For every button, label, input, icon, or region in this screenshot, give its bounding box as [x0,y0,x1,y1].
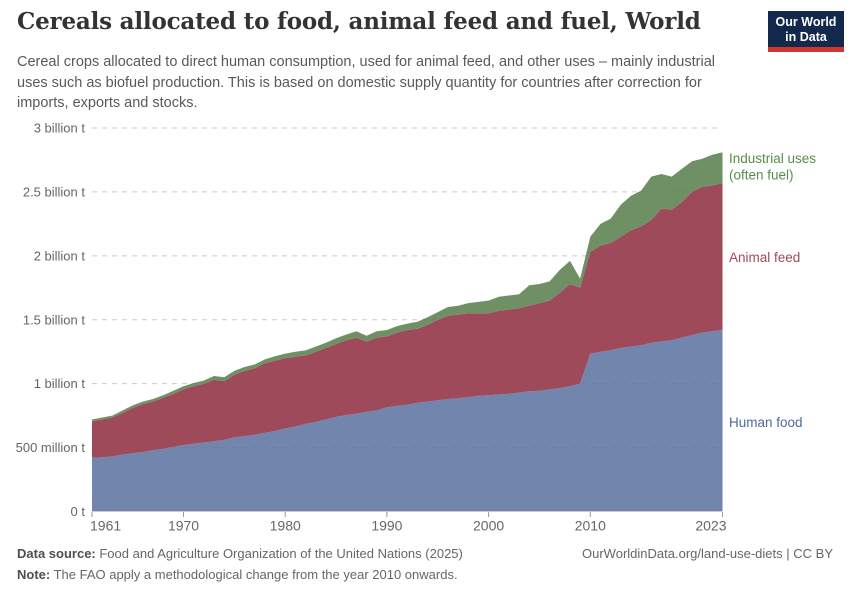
series-label-line: Human food [729,415,803,430]
series-label-industrial-uses-often-fuel: Industrial uses (often fuel) [729,151,816,183]
x-tick-label: 1961 [90,518,121,534]
x-tick-label: 1980 [270,518,301,534]
note-line: Note: The FAO apply a methodological cha… [17,567,717,582]
data-source-line: Data source: Food and Agriculture Organi… [17,546,617,561]
note-label: Note: [17,567,51,582]
owid-url-link[interactable]: OurWorldinData.org/land-use-diets [582,546,783,561]
series-label-line: Industrial uses [729,151,816,166]
owid-logo-line1: Our World [775,15,837,29]
x-tick-label: 2023 [695,518,726,534]
owid-logo[interactable]: Our World in Data [768,11,844,52]
x-tick-label: 1990 [371,518,402,534]
license-badge: CC BY [793,546,833,561]
x-tick-label: 1970 [168,518,199,534]
license-separator: | [782,546,794,561]
y-tick-label: 2 billion t [34,248,86,263]
footer-credit: OurWorldinData.org/land-use-diets | CC B… [582,546,833,561]
owid-logo-text: Our World in Data [768,15,844,45]
x-tick-label: 2000 [473,518,504,534]
series-label-human-food: Human food [729,415,803,430]
area-human-food[interactable] [92,330,723,512]
area-animal-feed[interactable] [92,183,723,458]
area-industrial-uses-often-fuel[interactable] [92,152,723,422]
chart-subtitle: Cereal crops allocated to direct human c… [17,54,715,112]
y-tick-label: 1.5 billion t [23,312,86,327]
y-tick-label: 1 billion t [34,376,86,391]
y-tick-label: 0 t [71,504,86,519]
series-label-animal-feed: Animal feed [729,250,800,265]
y-tick-label: 500 million t [16,440,86,455]
page-title: Cereals allocated to food, animal feed a… [17,8,701,35]
data-source-label: Data source: [17,546,96,561]
x-tick-label: 2010 [575,518,606,534]
y-tick-label: 3 billion t [34,121,86,136]
series-label-line: (often fuel) [729,168,794,183]
owid-logo-red-bar [768,47,844,52]
data-source-text: Food and Agriculture Organization of the… [95,546,463,561]
owid-logo-line2: in Data [785,29,827,44]
note-text: The FAO apply a methodological change fr… [50,567,458,582]
series-label-line: Animal feed [729,250,800,265]
y-tick-label: 2.5 billion t [23,184,86,199]
